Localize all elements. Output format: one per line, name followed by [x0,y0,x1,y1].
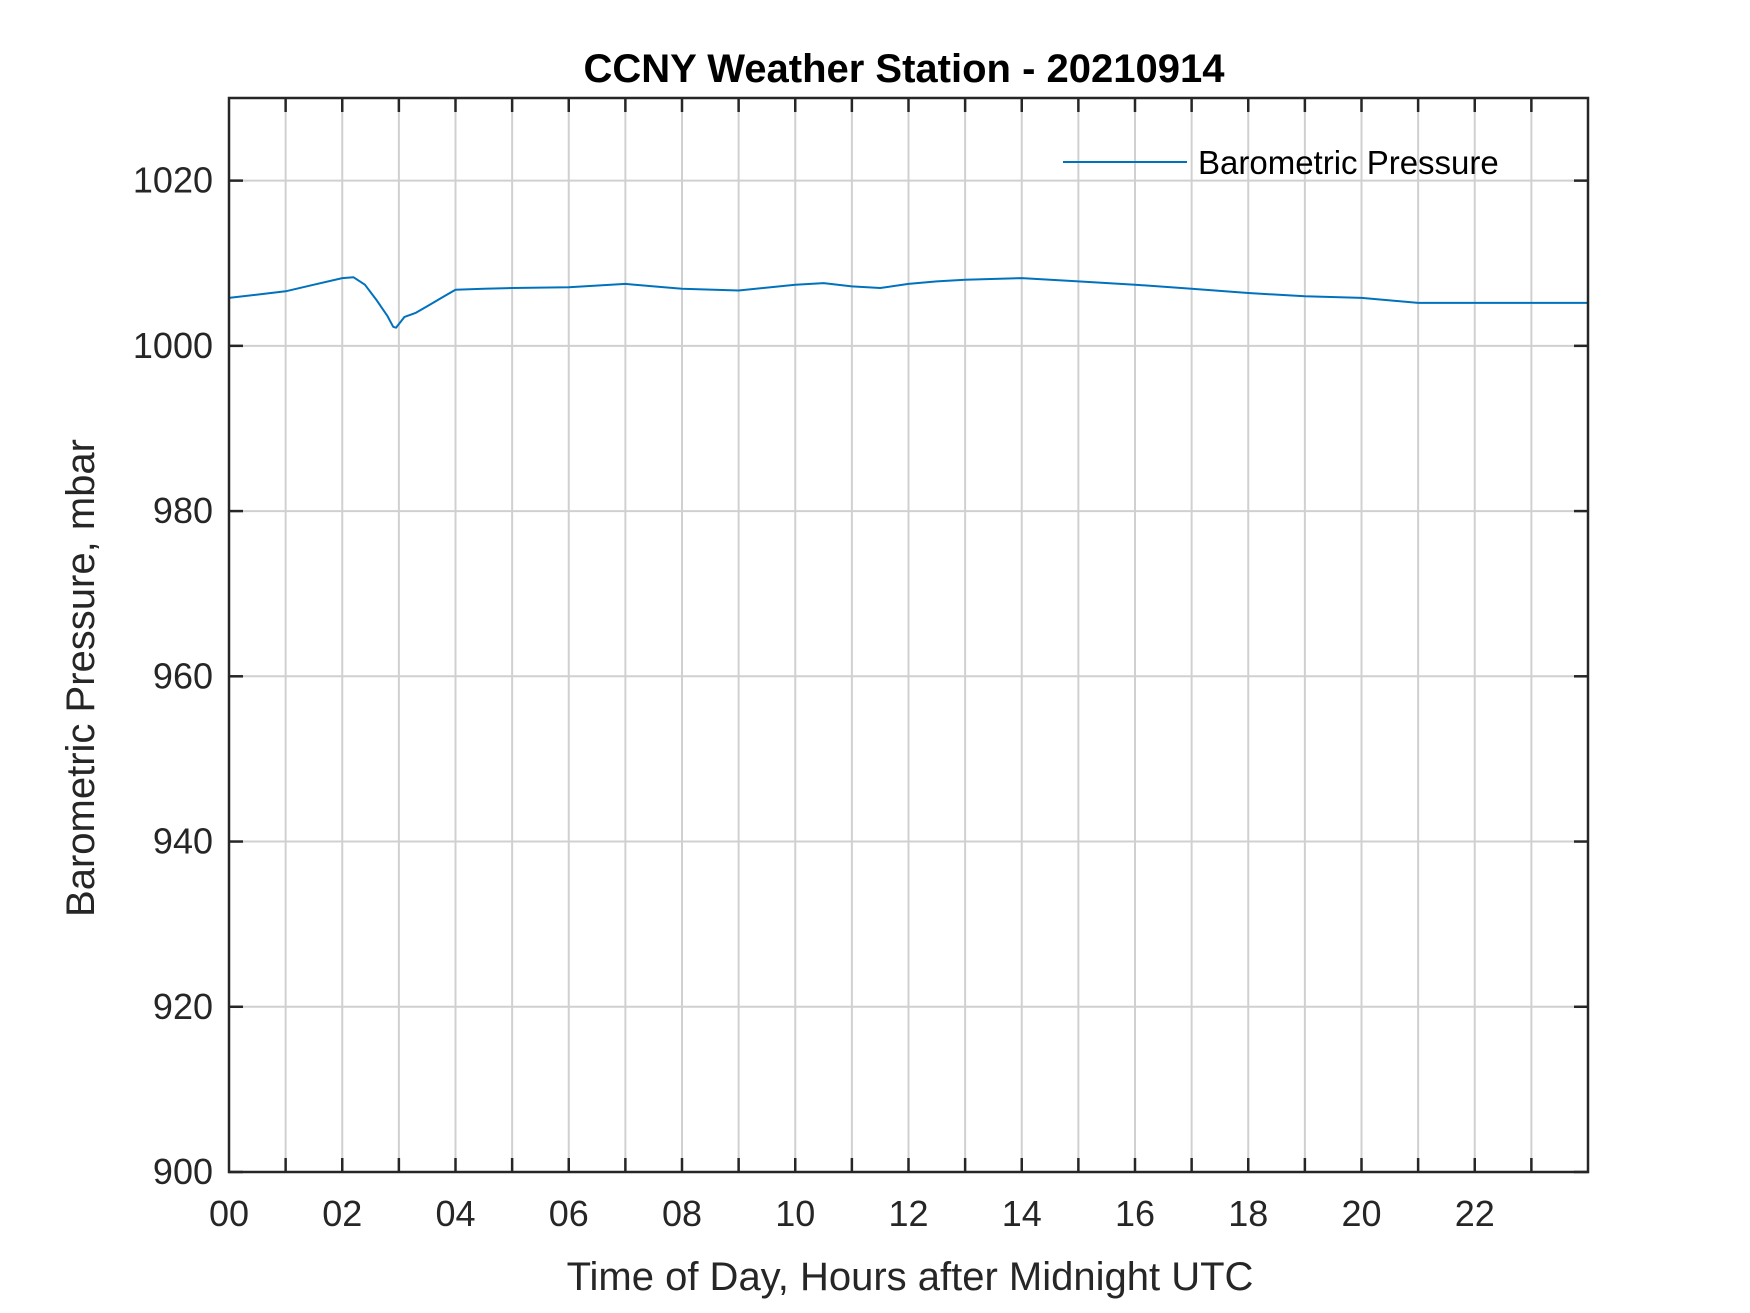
series-line-barometric-pressure [228,276,1588,329]
y-tick-label: 920 [153,986,213,1027]
grid [229,98,1588,1172]
legend-label-barometric-pressure: Barometric Pressure [1198,144,1499,181]
x-tick-label: 06 [549,1193,589,1234]
x-tick-label: 22 [1455,1193,1495,1234]
x-tick-label: 16 [1115,1193,1155,1234]
x-tick-label: 10 [775,1193,815,1234]
y-tick-label: 1020 [133,160,213,201]
x-tick-label: 14 [1002,1193,1042,1234]
x-axis-label: Time of Day, Hours after Midnight UTC [567,1255,1254,1299]
x-tick-label: 20 [1341,1193,1381,1234]
x-tick-label: 02 [322,1193,362,1234]
legend: Barometric Pressure [1063,144,1499,181]
x-tick-label: 00 [209,1193,249,1234]
x-tick-labels: 00 02 04 06 08 10 12 14 16 18 20 22 [209,1193,1495,1234]
x-tick-label: 12 [888,1193,928,1234]
x-tick-label: 08 [662,1193,702,1234]
y-axis-label: Barometric Pressure, mbar [59,439,103,917]
x-tick-label: 18 [1228,1193,1268,1234]
x-tick-label: 04 [435,1193,475,1234]
y-tick-label: 960 [153,655,213,696]
chart-title: CCNY Weather Station - 20210914 [584,47,1226,91]
y-tick-label: 1000 [133,325,213,366]
y-tick-label: 900 [153,1151,213,1192]
y-tick-label: 940 [153,821,213,862]
y-tick-labels: 900 920 940 960 980 1000 1020 [133,160,213,1192]
series-layer [228,276,1588,329]
tick-marks [229,98,1588,1174]
y-tick-label: 980 [153,490,213,531]
